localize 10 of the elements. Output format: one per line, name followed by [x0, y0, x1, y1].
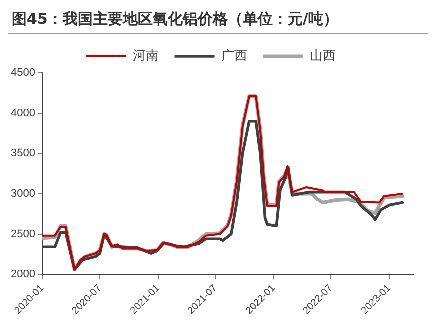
legend-label: 山西 — [310, 48, 336, 64]
legend-label: 河南 — [132, 48, 159, 64]
y-tick-label: 3000 — [10, 188, 36, 200]
chart-title: 图45：我国主要地区氧化铝价格（单位：元/吨） — [8, 8, 428, 34]
legend-label: 广西 — [221, 48, 248, 64]
y-tick-label: 2000 — [10, 268, 36, 281]
y-tick-label: 4000 — [10, 107, 36, 120]
y-tick-label: 2500 — [10, 228, 36, 240]
y-tick-label: 3500 — [10, 148, 36, 160]
y-tick-label: 4500 — [10, 67, 36, 80]
